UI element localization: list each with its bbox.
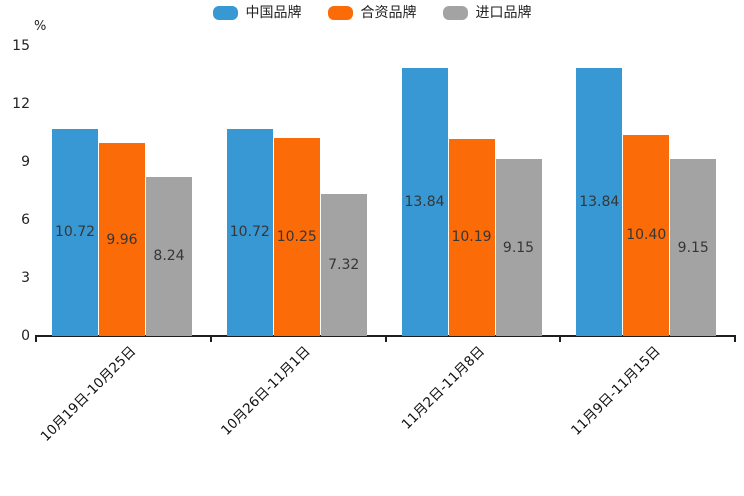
x-axis-tick-mark	[209, 335, 212, 342]
bar-进口品牌-4	[670, 159, 717, 336]
bar-value-label: 10.72	[229, 224, 270, 241]
bar-value-label: 7.32	[328, 257, 360, 274]
legend: 中国品牌 合资品牌 进口品牌	[0, 6, 744, 20]
x-axis-category-label: 10月26日-11月1日	[218, 343, 314, 439]
bar-value-label: 9.15	[677, 239, 709, 256]
legend-item-label: 进口品牌	[475, 5, 532, 21]
bar-value-label: 13.84	[579, 194, 620, 211]
bar-合资品牌-1	[99, 143, 145, 336]
legend-swatch-icon	[212, 6, 238, 20]
bar-进口品牌-3	[495, 159, 542, 336]
bar-中国品牌-4	[576, 68, 623, 336]
y-axis-unit-label: %	[34, 19, 47, 34]
bar-value-label: 8.24	[153, 248, 185, 265]
legend-item-label: 中国品牌	[245, 5, 302, 21]
bar-进口品牌-1	[146, 176, 192, 336]
y-axis-tick-label: 12	[12, 96, 30, 112]
legend-item-label: 合资品牌	[360, 5, 417, 21]
x-axis-category-label: 11月2日-11月8日	[399, 343, 489, 433]
x-axis-tick-mark	[734, 335, 736, 342]
bar-合资品牌-3	[448, 138, 495, 336]
y-axis-tick-label: 0	[21, 328, 30, 344]
y-axis-tick-label: 6	[21, 212, 30, 228]
legend-swatch-icon	[327, 6, 353, 20]
x-axis-category-label: 10月19日-10月25日	[37, 343, 139, 445]
bar-value-label: 10.72	[54, 224, 96, 241]
bar-合资品牌-2	[273, 137, 320, 336]
bar-value-label: 13.84	[404, 194, 445, 211]
legend-item-2[interactable]: 合资品牌	[327, 5, 417, 21]
bar-value-label: 10.40	[626, 227, 667, 244]
bar-value-label: 9.96	[106, 231, 138, 248]
y-axis-tick-label: 3	[21, 270, 30, 286]
x-axis-category-label: 11月9日-11月15日	[567, 343, 664, 439]
y-axis-tick-label: 9	[21, 154, 30, 170]
legend-item-3[interactable]: 进口品牌	[442, 5, 532, 21]
x-axis-tick-mark	[384, 335, 387, 342]
bar-中国品牌-1	[52, 128, 98, 336]
legend-item-1[interactable]: 中国品牌	[212, 5, 302, 21]
bar-中国品牌-2	[226, 128, 273, 336]
bar-value-label: 10.25	[276, 228, 317, 245]
legend-swatch-icon	[442, 6, 468, 20]
y-axis-tick-label: 15	[12, 38, 30, 54]
x-axis-tick-mark	[559, 335, 562, 342]
x-axis-tick-mark	[35, 335, 37, 342]
bar-中国品牌-3	[401, 68, 448, 336]
bar-value-label: 10.19	[451, 229, 492, 246]
bar-value-label: 9.15	[502, 239, 535, 256]
bar-合资品牌-4	[623, 134, 670, 336]
bar-进口品牌-2	[320, 194, 367, 336]
